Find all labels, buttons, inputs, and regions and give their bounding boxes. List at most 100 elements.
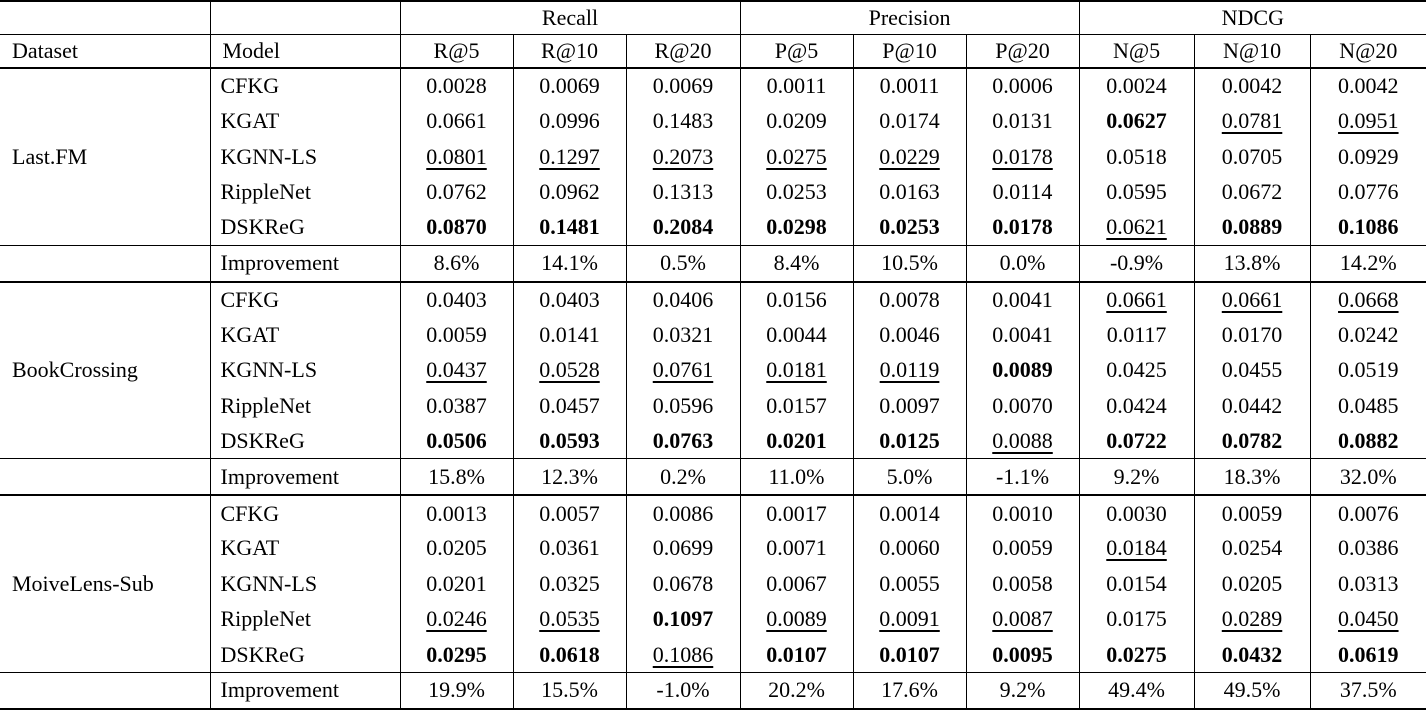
improvement-value-cell: 0.5% xyxy=(626,244,741,283)
metric-value-cell: 0.0506 xyxy=(400,423,514,459)
metric-value-cell: 0.0205 xyxy=(1194,566,1311,602)
column-header-model: Model xyxy=(210,34,401,69)
metric-value-cell: 0.0253 xyxy=(853,209,967,246)
improvement-value-cell: -1.1% xyxy=(966,458,1080,497)
metric-value-cell: 0.0406 xyxy=(626,281,741,318)
metric-value-cell: 0.0114 xyxy=(966,174,1080,210)
improvement-value-cell: 14.1% xyxy=(513,244,627,283)
metric-value-cell: 0.0011 xyxy=(853,68,967,104)
metric-value-cell: 0.0117 xyxy=(1079,317,1195,353)
metric-value-cell: 0.0387 xyxy=(400,387,514,424)
metric-value-cell: 0.0125 xyxy=(853,423,967,459)
metric-value-cell: 0.0041 xyxy=(966,281,1080,318)
metric-value-cell: 0.0175 xyxy=(1079,601,1195,638)
improvement-value-cell: 49.5% xyxy=(1194,671,1311,710)
metric-value-cell: 0.0086 xyxy=(626,495,741,531)
metric-value-cell: 0.0424 xyxy=(1079,387,1195,424)
metric-value-cell: 0.0722 xyxy=(1079,423,1195,459)
improvement-value-cell: 17.6% xyxy=(853,671,967,710)
improvement-value-cell: -0.9% xyxy=(1079,244,1195,283)
metric-value-cell: 0.0201 xyxy=(740,423,854,459)
metric-value-cell: 0.0030 xyxy=(1079,495,1195,531)
improvement-value-cell: 18.3% xyxy=(1194,458,1311,497)
model-cell: KGNN-LS xyxy=(210,138,401,175)
model-row: KGNN-LS 0.0201 0.0325 0.0678 0.0067 0.0055 0.0… xyxy=(0,566,1426,602)
metric-value-cell: 0.0089 xyxy=(740,601,854,638)
metric-value-cell: 0.0699 xyxy=(626,530,741,567)
metric-value-cell: 0.0119 xyxy=(853,352,967,388)
model-row: MoiveLens-Sub CFKG 0.0013 0.0057 0.0086 0.001… xyxy=(0,495,1426,673)
metric-value-cell: 0.0403 xyxy=(513,281,627,318)
metric-value-cell: 0.0295 xyxy=(400,637,514,673)
metric-value-cell: 0.0024 xyxy=(1079,68,1195,104)
column-header-dataset: Dataset xyxy=(0,34,211,69)
metric-value-cell: 0.0107 xyxy=(853,637,967,673)
precision-group-header: Precision xyxy=(740,1,1080,35)
metric-value-cell: 0.0174 xyxy=(853,103,967,139)
metric-value-cell: 0.0131 xyxy=(966,103,1080,139)
metric-value-cell: 0.0097 xyxy=(853,387,967,424)
metric-value-cell: 0.0661 xyxy=(1079,281,1195,318)
model-cell: RippleNet xyxy=(210,601,401,638)
model-group-spacer xyxy=(210,1,401,35)
column-header-p20: P@20 xyxy=(966,34,1080,69)
improvement-value-cell: 14.2% xyxy=(1310,244,1426,283)
metric-value-cell: 0.0141 xyxy=(513,317,627,353)
dataset-cell: BookCrossing xyxy=(0,281,211,459)
dataset-cell: MoiveLens-Sub xyxy=(0,495,211,673)
metric-value-cell: 0.0246 xyxy=(400,601,514,638)
metric-value-cell: 0.0661 xyxy=(1194,281,1311,318)
metric-value-cell: 0.0485 xyxy=(1338,392,1399,418)
model-cell: KGNN-LS xyxy=(210,566,401,602)
metric-value-cell: 0.0870 xyxy=(400,209,514,246)
model-row: RippleNet 0.0387 0.0457 0.0596 0.0157 0.0097 0… xyxy=(0,387,1426,424)
model-row: KGNN-LS 0.0801 0.1297 0.2073 0.0275 0.0229 0.0… xyxy=(0,138,1426,175)
metric-value-cell: 0.0107 xyxy=(740,637,854,673)
metric-value-cell: 0.0518 xyxy=(1079,138,1195,175)
improvement-value-cell: 15.5% xyxy=(513,671,627,710)
metric-value-cell: 0.0432 xyxy=(1194,637,1311,673)
metric-value-cell: 0.0996 xyxy=(513,103,627,139)
column-header-n20: N@20 xyxy=(1310,34,1426,69)
improvement-value-cell: 10.5% xyxy=(853,244,967,283)
metric-value-cell: 0.0181 xyxy=(740,352,854,388)
metric-value-cell: 0.0028 xyxy=(400,68,514,104)
metric-value-cell: 0.0014 xyxy=(853,495,967,531)
metric-value-cell: 0.0010 xyxy=(966,495,1080,531)
model-row: DSKReG 0.0506 0.0593 0.0763 0.0201 0.0125 0.00… xyxy=(0,423,1426,459)
metric-value-cell: 0.0205 xyxy=(400,530,514,567)
model-cell: RippleNet xyxy=(210,174,401,210)
metric-value-cell: 0.1086 xyxy=(1338,214,1399,240)
improvement-value-cell: 20.2% xyxy=(740,671,854,710)
metric-value-cell: 0.0170 xyxy=(1194,317,1311,353)
metric-value-cell: 0.1313 xyxy=(626,174,741,210)
metric-value-cell: 0.0057 xyxy=(513,495,627,531)
metric-value-cell: 0.0201 xyxy=(400,566,514,602)
model-cell: KGAT xyxy=(210,317,401,353)
improvement-value-cell: 49.4% xyxy=(1079,671,1195,710)
dataset-spacer-cell xyxy=(0,244,211,283)
metric-value-cell: 0.0275 xyxy=(740,138,854,175)
metric-value-cell: 0.0528 xyxy=(513,352,627,388)
metric-value-cell: 0.0619 xyxy=(1338,641,1399,667)
improvement-value-cell: 15.8% xyxy=(400,458,514,497)
metric-value-cell: 0.0242 xyxy=(1338,321,1399,347)
improvement-value-cell: 37.5% xyxy=(1310,671,1426,710)
metric-value-cell: 0.0403 xyxy=(400,281,514,318)
metric-value-cell: 0.0013 xyxy=(400,495,514,531)
metric-value-cell: 0.0951 xyxy=(1338,108,1399,134)
improvement-value-cell: 9.2% xyxy=(1079,458,1195,497)
metric-value-cell: 0.0058 xyxy=(966,566,1080,602)
metric-value-cell: 0.0178 xyxy=(966,209,1080,246)
model-cell: KGAT xyxy=(210,103,401,139)
metric-value-cell: 0.0157 xyxy=(740,387,854,424)
metric-value-cell: 0.0095 xyxy=(966,637,1080,673)
metric-value-cell: 0.0782 xyxy=(1194,423,1311,459)
metric-value-cell: 0.0889 xyxy=(1194,209,1311,246)
dataset-cell: Last.FM xyxy=(0,68,211,246)
model-row: DSKReG 0.0295 0.0618 0.1086 0.0107 0.0107 0.00… xyxy=(0,637,1426,673)
metric-value-cell: 0.0425 xyxy=(1079,352,1195,388)
metric-value-cell: 0.0209 xyxy=(740,103,854,139)
column-header-n10: N@10 xyxy=(1194,34,1311,69)
